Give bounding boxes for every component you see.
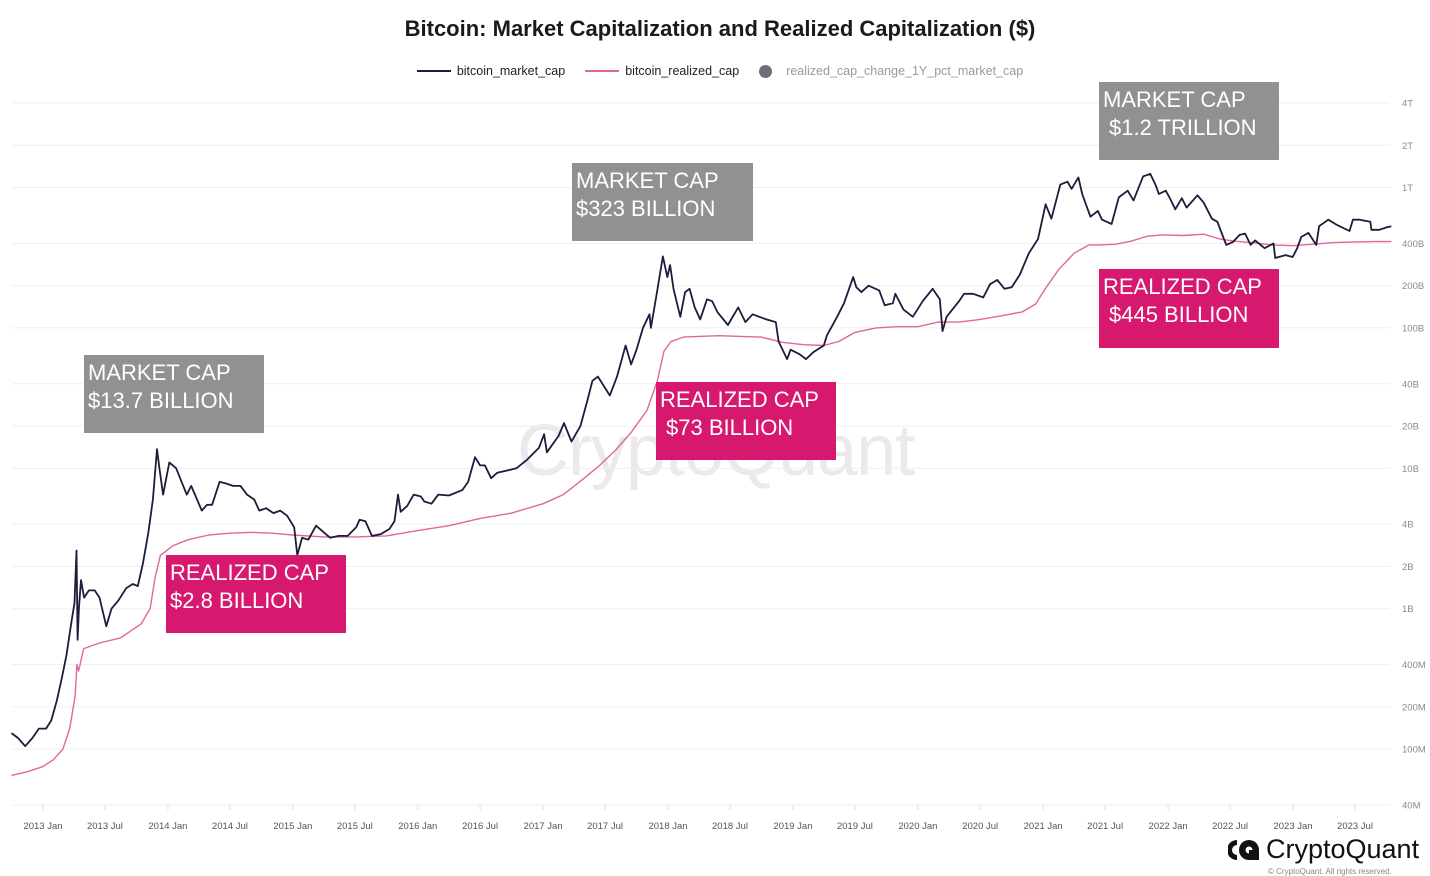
y-tick-label: 2T xyxy=(1402,141,1413,152)
copyright-text: © CryptoQuant. All rights reserved. xyxy=(1268,867,1392,876)
annotation-realized-cap-2017: REALIZED CAP $73 BILLION xyxy=(656,382,836,460)
annotation-value: $13.7 BILLION xyxy=(88,388,234,413)
x-tick-label: 2013 Jan xyxy=(23,821,62,832)
annotation-label: MARKET CAP xyxy=(1103,87,1246,112)
x-tick-label: 2022 Jan xyxy=(1149,821,1188,832)
x-tick-label: 2018 Jan xyxy=(648,821,687,832)
annotation-value: $2.8 BILLION xyxy=(170,588,304,613)
x-tick-label: 2015 Jul xyxy=(337,821,373,832)
y-tick-label: 4B xyxy=(1402,520,1414,531)
legend-label: bitcoin_market_cap xyxy=(456,64,566,78)
y-tick-label: 100M xyxy=(1402,745,1426,756)
annotation-realized-cap-2013: REALIZED CAP $2.8 BILLION xyxy=(166,555,346,633)
x-tick-label: 2018 Jul xyxy=(712,821,748,832)
x-tick-label: 2021 Jan xyxy=(1024,821,1063,832)
x-tick-label: 2020 Jan xyxy=(898,821,937,832)
annotation-value: $1.2 TRILLION xyxy=(1109,115,1257,140)
y-tick-label: 200M xyxy=(1402,702,1426,713)
y-tick-label: 40B xyxy=(1402,379,1419,390)
annotation-label: REALIZED CAP xyxy=(170,560,329,585)
annotation-value: $445 BILLION xyxy=(1109,302,1249,327)
series-line-bitcoin_market_cap xyxy=(10,173,1392,748)
annotation-value: $323 BILLION xyxy=(576,196,716,221)
series-group xyxy=(10,173,1392,777)
y-tick-label: 1B xyxy=(1402,604,1414,615)
chart-title: Bitcoin: Market Capitalization and Reali… xyxy=(404,16,1036,41)
legend-item-realized-cap[interactable]: bitcoin_realized_cap xyxy=(585,64,739,78)
x-axis-ticks: 2013 Jan 2013 Jul 2014 Jan 2014 Jul 2015 Jan… xyxy=(23,805,1373,832)
annotation-value: $73 BILLION xyxy=(666,415,794,440)
x-tick-label: 2017 Jul xyxy=(587,821,623,832)
chart-legend: bitcoin_market_cap bitcoin_realized_cap … xyxy=(0,64,1430,78)
legend-label: realized_cap_change_1Y_pct_market_cap xyxy=(786,64,1024,78)
legend-dot-icon xyxy=(759,64,773,78)
x-tick-label: 2014 Jan xyxy=(148,821,187,832)
legend-item-market-cap[interactable]: bitcoin_market_cap xyxy=(416,64,566,78)
x-tick-label: 2020 Jul xyxy=(962,821,998,832)
logo-text: CryptoQuant xyxy=(1266,834,1420,864)
y-tick-label: 10B xyxy=(1402,464,1419,475)
legend-line-realized-cap xyxy=(585,70,620,72)
annotation-label: MARKET CAP xyxy=(88,360,231,385)
annotation-market-cap-2017: MARKET CAP $323 BILLION xyxy=(572,163,753,241)
y-tick-label: 400B xyxy=(1402,239,1424,250)
x-tick-label: 2022 Jul xyxy=(1212,821,1248,832)
x-tick-label: 2013 Jul xyxy=(87,821,123,832)
x-tick-label: 2016 Jan xyxy=(398,821,437,832)
cryptoquant-logo: CryptoQuant xyxy=(1228,834,1419,865)
series-line-bitcoin_realized_cap xyxy=(11,233,1392,777)
legend-label: bitcoin_realized_cap xyxy=(625,64,740,78)
cryptoquant-logo-icon xyxy=(1228,839,1259,860)
x-tick-label: 2023 Jan xyxy=(1273,821,1312,832)
legend-item-realized-cap-change[interactable]: realized_cap_change_1Y_pct_market_cap xyxy=(759,64,1023,78)
annotation-market-cap-2013: MARKET CAP $13.7 BILLION xyxy=(84,355,264,433)
y-tick-label: 400M xyxy=(1402,660,1426,671)
x-tick-label: 2016 Jul xyxy=(462,821,498,832)
annotation-market-cap-2021: MARKET CAP $1.2 TRILLION xyxy=(1099,82,1279,160)
x-tick-label: 2019 Jul xyxy=(837,821,873,832)
x-tick-label: 2023 Jul xyxy=(1337,821,1373,832)
x-tick-label: 2015 Jan xyxy=(273,821,312,832)
x-tick-label: 2021 Jul xyxy=(1087,821,1123,832)
annotation-label: REALIZED CAP xyxy=(660,387,819,412)
annotation-realized-cap-2021: REALIZED CAP $445 BILLION xyxy=(1099,269,1279,348)
y-axis-ticks: 4T 2T 1T 400B 200B 100B 40B 20B 10B 4B 2B 1B 400M 200… xyxy=(1402,99,1426,812)
y-tick-label: 4T xyxy=(1402,99,1413,110)
x-tick-label: 2017 Jan xyxy=(524,821,563,832)
y-tick-label: 20B xyxy=(1402,422,1419,433)
annotation-label: REALIZED CAP xyxy=(1103,274,1262,299)
y-tick-label: 1T xyxy=(1402,183,1413,194)
y-tick-label: 200B xyxy=(1402,281,1424,292)
legend-line-market-cap xyxy=(416,70,451,72)
y-tick-label: 2B xyxy=(1402,562,1414,573)
x-tick-label: 2014 Jul xyxy=(212,821,248,832)
annotation-label: MARKET CAP xyxy=(576,168,719,193)
y-tick-label: 40M xyxy=(1402,801,1421,812)
y-tick-label: 100B xyxy=(1402,323,1424,334)
x-tick-label: 2019 Jan xyxy=(773,821,812,832)
